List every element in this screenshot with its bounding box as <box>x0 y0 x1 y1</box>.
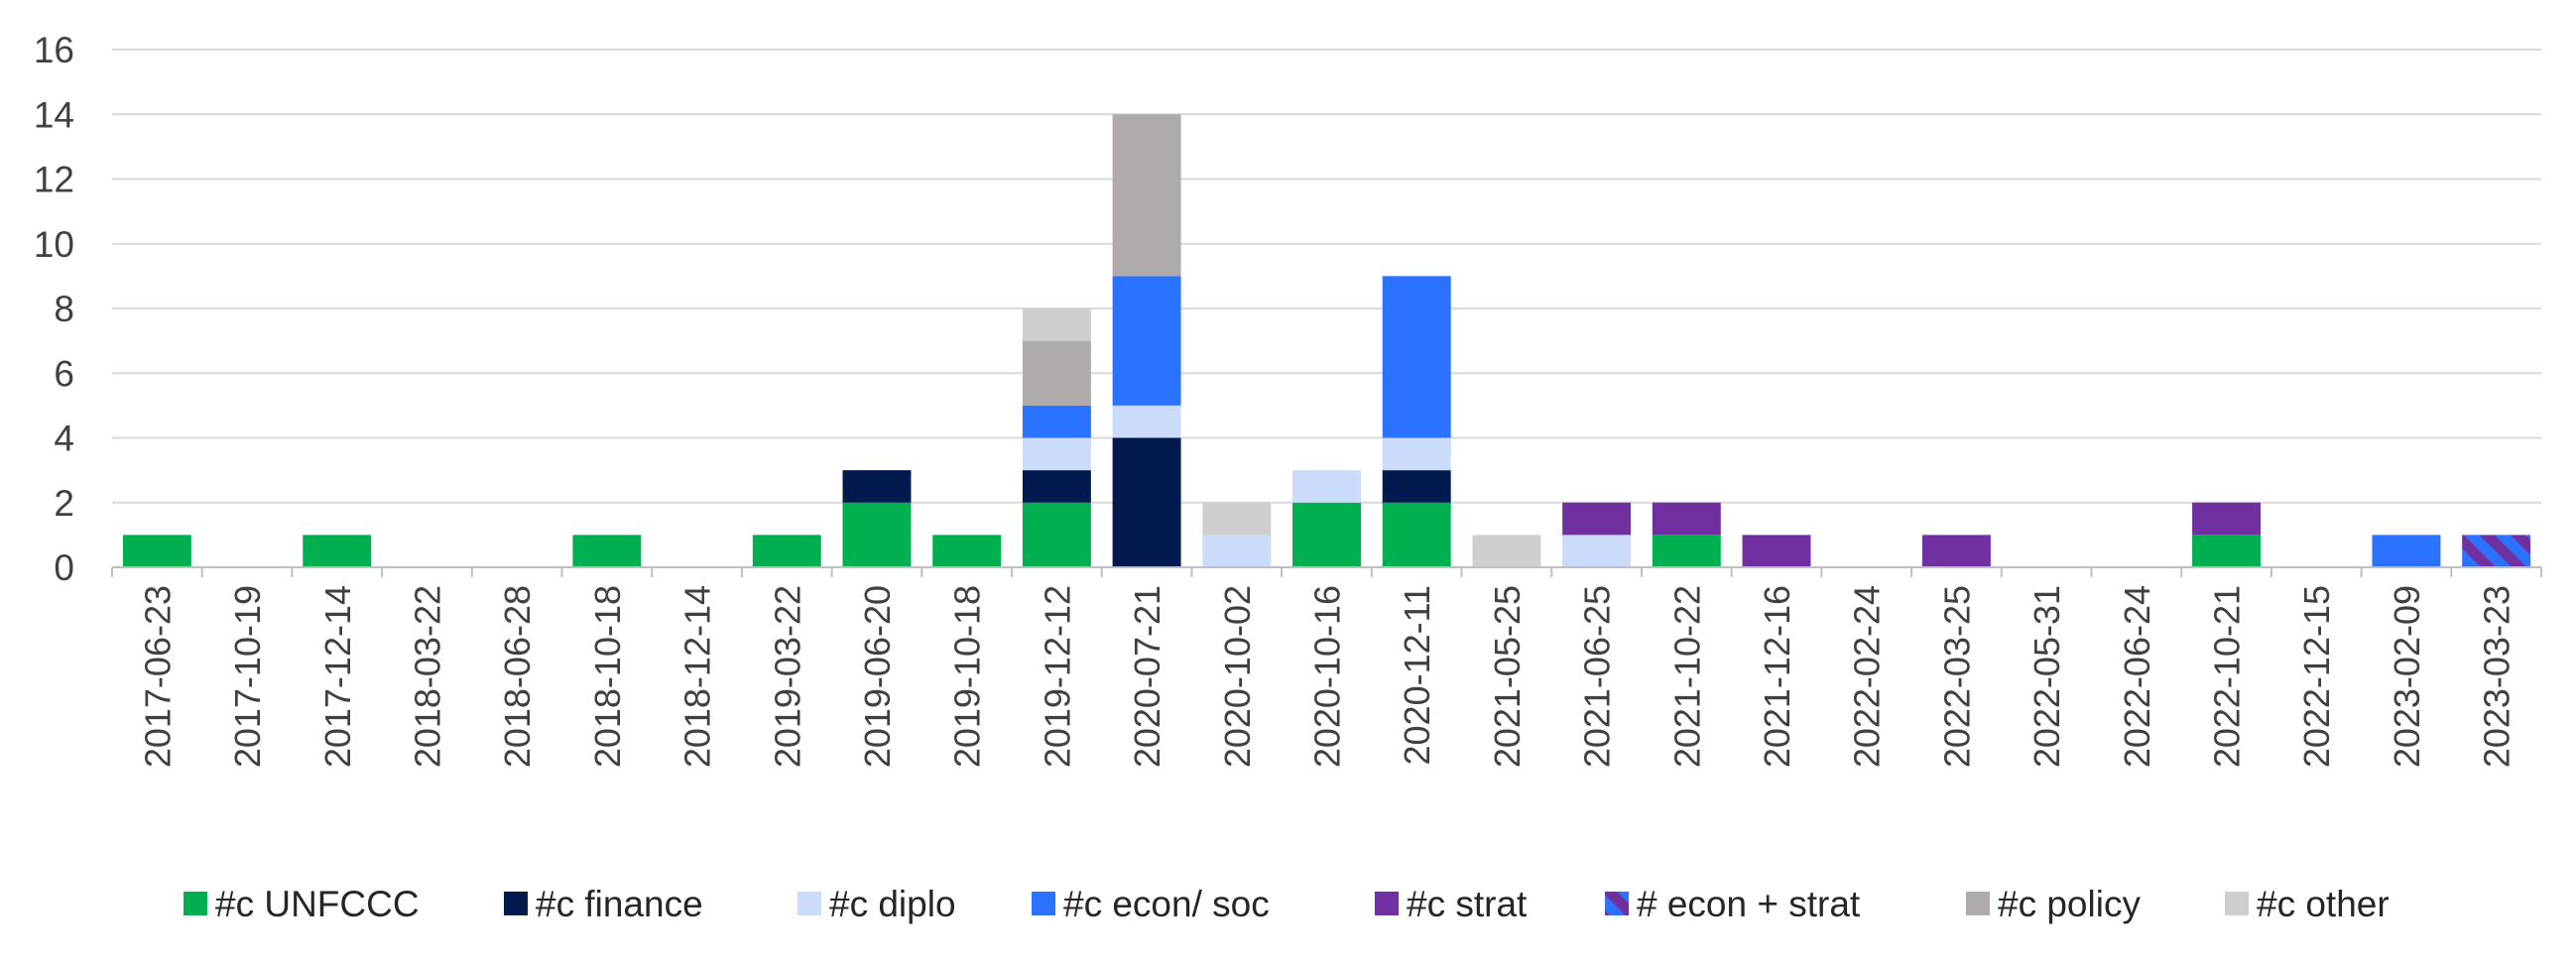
x-tick-label: 2017-10-19 <box>227 585 268 768</box>
x-tick-label: 2022-10-21 <box>2207 585 2248 768</box>
legend-label: #c econ/ soc <box>1063 884 1270 924</box>
bar-segment <box>1022 437 1091 471</box>
bar-segment <box>303 535 372 567</box>
y-tick-label: 10 <box>34 224 74 265</box>
x-tick-label: 2022-03-25 <box>1936 585 1977 768</box>
x-tick-label: 2020-12-11 <box>1397 585 1437 765</box>
legend-label: #c diplo <box>829 884 956 924</box>
bar-segment <box>2192 502 2262 536</box>
bar-segment <box>2462 535 2531 567</box>
bar-segment <box>1562 535 1632 567</box>
bar-segment <box>1112 405 1181 438</box>
bar-segment <box>1652 535 1721 567</box>
y-tick-label: 0 <box>54 547 74 588</box>
legend-swatch <box>2225 892 2249 915</box>
bar-segment <box>1472 535 1541 567</box>
x-tick-label: 2023-03-23 <box>2477 585 2517 768</box>
y-tick-label: 2 <box>54 483 74 524</box>
legend-label: #c finance <box>536 884 703 924</box>
bar-segment <box>1562 502 1632 536</box>
x-tick-label: 2017-12-14 <box>317 585 358 768</box>
bar-segment <box>1022 502 1091 567</box>
bar-segment <box>842 470 912 503</box>
x-tick-label: 2019-10-18 <box>947 585 988 768</box>
bar-segment <box>1022 405 1091 438</box>
bar-segment <box>752 535 821 567</box>
bar-segment <box>2372 535 2441 567</box>
bar-segment <box>1742 535 1811 567</box>
x-tick-label: 2020-10-02 <box>1217 585 1258 768</box>
x-tick-label: 2023-02-09 <box>2387 585 2427 768</box>
x-tick-label: 2022-02-24 <box>1847 585 1888 768</box>
bar-segment <box>1292 470 1361 503</box>
x-tick-label: 2022-05-31 <box>2026 585 2067 768</box>
x-tick-label: 2022-06-24 <box>2117 585 2157 768</box>
bar-segment <box>1292 502 1361 567</box>
y-tick-label: 6 <box>54 353 74 394</box>
legend-swatch <box>1375 892 1399 915</box>
legend-swatch <box>184 892 207 915</box>
bar-segment <box>1382 470 1451 503</box>
bar-segment <box>1112 276 1181 406</box>
bar-segment <box>2192 535 2262 567</box>
legend-label: #c UNFCCC <box>215 884 420 924</box>
x-tick-label: 2017-06-23 <box>137 585 178 768</box>
x-tick-label: 2019-03-22 <box>767 585 807 768</box>
y-tick-label: 8 <box>54 289 74 329</box>
bar-segment <box>1921 535 1991 567</box>
bar-segment <box>572 535 642 567</box>
bar-segment <box>1382 437 1451 471</box>
x-tick-label: 2021-06-25 <box>1577 585 1618 768</box>
legend-label: #c policy <box>1998 884 2141 924</box>
bars <box>122 114 2531 567</box>
x-tick-label: 2021-12-16 <box>1757 585 1797 768</box>
x-tick-label: 2021-05-25 <box>1487 585 1528 768</box>
legend-label: # econ + strat <box>1637 884 1861 924</box>
y-tick-label: 12 <box>34 160 74 200</box>
legend-swatch <box>1966 892 1990 915</box>
x-tick-label: 2018-03-22 <box>407 585 447 768</box>
legend-label: #c strat <box>1407 884 1528 924</box>
bar-segment <box>1112 114 1181 277</box>
x-tick-label: 2020-10-16 <box>1307 585 1348 768</box>
x-tick-label: 2022-12-15 <box>2296 585 2337 768</box>
bar-segment <box>1112 437 1181 567</box>
y-tick-label: 4 <box>54 419 74 459</box>
x-tick-label: 2021-10-22 <box>1666 585 1707 768</box>
bar-segment <box>1202 535 1272 567</box>
bar-segment <box>1202 502 1272 536</box>
legend-swatch <box>504 892 528 915</box>
x-tick-label: 2018-12-14 <box>677 585 718 768</box>
legend-swatch <box>1032 892 1055 915</box>
axes: 0 2 4 6 8 10 12 14 16 2017-06-23 2017-10-19 2017-12… <box>34 30 2542 768</box>
bar-segment <box>1382 502 1451 567</box>
legend-swatch <box>797 892 821 915</box>
y-tick-label: 14 <box>34 94 74 135</box>
bar-segment <box>932 535 1002 567</box>
legend-swatch <box>1605 892 1629 915</box>
bar-segment <box>1022 470 1091 503</box>
x-tick-label: 2019-06-20 <box>857 585 898 768</box>
bar-segment <box>1382 276 1451 438</box>
x-tick-label: 2018-10-18 <box>587 585 628 768</box>
gridlines <box>112 49 2541 504</box>
bar-segment <box>1652 502 1721 536</box>
bar-segment <box>122 535 191 567</box>
legend-label: #c other <box>2257 884 2390 924</box>
x-tick-label: 2018-06-28 <box>497 585 538 768</box>
bar-segment <box>842 502 912 567</box>
legend: #c UNFCCC #c finance #c diplo #c econ/ soc #… <box>184 884 2390 924</box>
x-tick-label: 2020-07-21 <box>1127 585 1167 768</box>
bar-segment <box>1022 308 1091 341</box>
bar-segment <box>1022 340 1091 406</box>
y-tick-label: 16 <box>34 30 74 70</box>
x-tick-label: 2019-12-12 <box>1037 585 1077 768</box>
